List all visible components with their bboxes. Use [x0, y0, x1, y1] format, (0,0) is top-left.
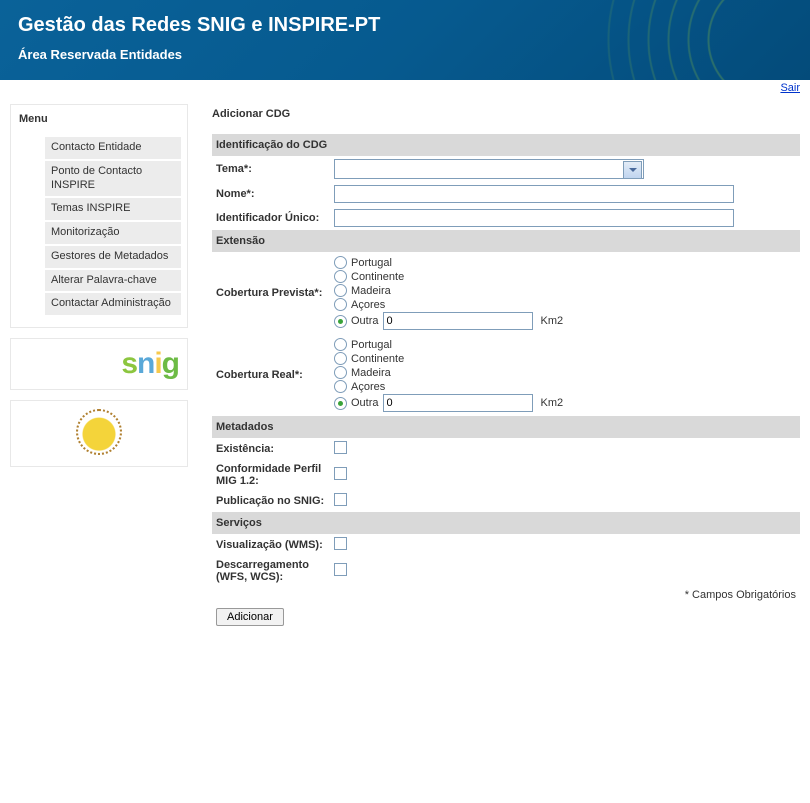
opt-prev-continente: Continente — [351, 271, 404, 283]
snig-logo-n: n — [137, 347, 154, 380]
radio-real-portugal[interactable] — [334, 338, 347, 351]
adicionar-button[interactable]: Adicionar — [216, 608, 284, 626]
radio-prev-acores[interactable] — [334, 298, 347, 311]
menu-item-alterar-palavra-chave[interactable]: Alterar Palavra-chave — [45, 270, 181, 292]
app-title: Gestão das Redes SNIG e INSPIRE-PT — [18, 14, 792, 37]
opt-prev-outra: Outra — [351, 315, 379, 327]
real-outra-input[interactable] — [383, 394, 533, 412]
radio-prev-madeira[interactable] — [334, 284, 347, 297]
existencia-checkbox[interactable] — [334, 441, 347, 454]
menu-box: Menu Contacto Entidade Ponto de Contacto… — [10, 104, 188, 328]
sidebar: Menu Contacto Entidade Ponto de Contacto… — [10, 104, 188, 477]
prev-outra-input[interactable] — [383, 312, 533, 330]
section-extensao: Extensão — [212, 230, 800, 252]
nome-input[interactable] — [334, 185, 734, 203]
opt-prev-acores: Açores — [351, 299, 385, 311]
opt-prev-portugal: Portugal — [351, 257, 392, 269]
desc-wfs-checkbox[interactable] — [334, 563, 347, 576]
label-tema: Tema*: — [212, 156, 330, 182]
identificador-unico-input[interactable] — [334, 209, 734, 227]
opt-real-outra: Outra — [351, 397, 379, 409]
snig-logo-i: i — [154, 347, 161, 380]
km2-label-real: Km2 — [541, 397, 564, 409]
label-cobertura-real: Cobertura Real*: — [212, 334, 330, 416]
opt-real-madeira: Madeira — [351, 367, 391, 379]
cobertura-prevista-options: Portugal Continente Madeira Açores Outra… — [330, 252, 800, 334]
tema-select[interactable] — [334, 159, 644, 179]
label-cobertura-prevista: Cobertura Prevista*: — [212, 252, 330, 334]
menu-item-ponto-contacto-inspire[interactable]: Ponto de Contacto INSPIRE — [45, 161, 181, 197]
conformidade-checkbox[interactable] — [334, 467, 347, 480]
radio-real-continente[interactable] — [334, 352, 347, 365]
radio-prev-continente[interactable] — [334, 270, 347, 283]
radio-prev-portugal[interactable] — [334, 256, 347, 269]
label-existencia: Existência: — [212, 438, 330, 460]
snig-logo: snig — [121, 347, 179, 380]
km2-label-prev: Km2 — [541, 315, 564, 327]
app-header: Gestão das Redes SNIG e INSPIRE-PT Área … — [0, 0, 810, 80]
cobertura-real-options: Portugal Continente Madeira Açores Outra… — [330, 334, 800, 416]
opt-real-acores: Açores — [351, 381, 385, 393]
snig-logo-s: s — [121, 347, 137, 380]
radio-prev-outra[interactable] — [334, 315, 347, 328]
label-idunico: Identificador Único: — [212, 206, 330, 230]
cdg-form-table: Identificação do CDG Tema*: Nome*: Ident… — [212, 134, 800, 629]
label-vis-wms: Visualização (WMS): — [212, 534, 330, 556]
page-title: Adicionar CDG — [212, 108, 800, 120]
vis-wms-checkbox[interactable] — [334, 537, 347, 550]
label-desc-wfs: Descarregamento (WFS, WCS): — [212, 556, 330, 586]
section-ident: Identificação do CDG — [212, 134, 800, 156]
section-metadados: Metadados — [212, 416, 800, 438]
snig-logo-box: snig — [10, 338, 188, 390]
menu-list: Contacto Entidade Ponto de Contacto INSP… — [45, 137, 181, 315]
logout-link[interactable]: Sair — [780, 82, 800, 94]
app-subtitle: Área Reservada Entidades — [18, 47, 792, 62]
pub-snig-checkbox[interactable] — [334, 493, 347, 506]
opt-real-portugal: Portugal — [351, 339, 392, 351]
opt-prev-madeira: Madeira — [351, 285, 391, 297]
top-bar: Sair — [0, 80, 810, 96]
inspire-logo-box — [10, 400, 188, 467]
main-content: Adicionar CDG Identificação do CDG Tema*… — [212, 104, 800, 629]
snig-logo-g: g — [162, 347, 179, 380]
menu-item-gestores-metadados[interactable]: Gestores de Metadados — [45, 246, 181, 268]
opt-real-continente: Continente — [351, 353, 404, 365]
section-servicos: Serviços — [212, 512, 800, 534]
menu-title: Menu — [17, 113, 181, 125]
menu-item-contacto-entidade[interactable]: Contacto Entidade — [45, 137, 181, 159]
inspire-badge-icon — [76, 409, 122, 455]
menu-item-temas-inspire[interactable]: Temas INSPIRE — [45, 198, 181, 220]
required-note: * Campos Obrigatórios — [212, 586, 800, 604]
radio-real-madeira[interactable] — [334, 366, 347, 379]
menu-item-monitorizacao[interactable]: Monitorização — [45, 222, 181, 244]
radio-real-acores[interactable] — [334, 380, 347, 393]
menu-item-contactar-administracao[interactable]: Contactar Administração — [45, 293, 181, 315]
label-pub-snig: Publicação no SNIG: — [212, 490, 330, 512]
radio-real-outra[interactable] — [334, 397, 347, 410]
label-conformidade: Conformidade Perfil MIG 1.2: — [212, 460, 330, 490]
label-nome: Nome*: — [212, 182, 330, 206]
